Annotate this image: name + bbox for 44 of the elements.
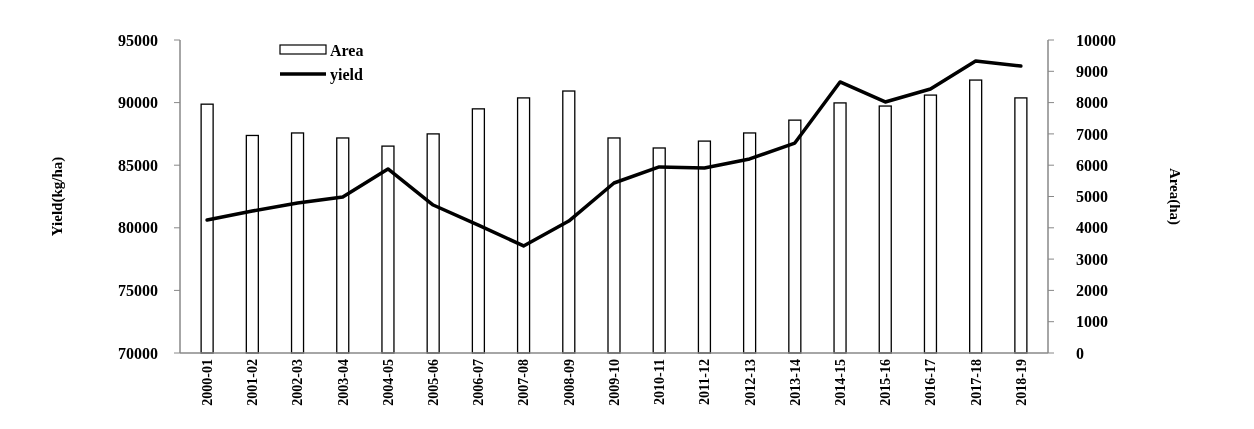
x-tick-label: 2003-04	[335, 359, 351, 406]
x-tick-label: 2007-08	[516, 359, 532, 406]
x-tick-label: 2015-16	[878, 359, 894, 406]
y-tick-label: 95000	[118, 31, 158, 49]
y2-axis-title: Area(ha)	[1166, 167, 1183, 226]
y-tick-label: 90000	[118, 94, 158, 112]
x-tick-label: 2006-07	[471, 359, 487, 406]
x-tick-label: 2000-01	[200, 359, 216, 406]
bar	[833, 102, 847, 354]
y2-tick-label: 3000	[1076, 250, 1108, 268]
x-tick-label: 2009-10	[606, 359, 622, 406]
y2-tick-label: 9000	[1076, 62, 1108, 80]
x-tick-label: 2018-19	[1013, 359, 1029, 406]
x-tick-label: 2005-06	[426, 359, 442, 406]
x-tick-label: 2010-11	[652, 359, 668, 405]
y2-tick-label: 6000	[1076, 156, 1108, 174]
legend-label: Area	[330, 41, 364, 59]
x-tick-label: 2008-09	[561, 359, 577, 406]
bar	[969, 79, 983, 354]
y2-tick-label: 8000	[1076, 94, 1108, 112]
y-tick-label: 85000	[118, 156, 158, 174]
y2-tick-label: 7000	[1076, 125, 1108, 143]
y2-tick-label: 1000	[1076, 313, 1108, 331]
y-tick-label: 80000	[118, 219, 158, 237]
y2-tick-label: 2000	[1076, 282, 1108, 299]
x-tick-label: 2002-03	[290, 359, 306, 406]
y2-tick-label: 5000	[1076, 188, 1108, 206]
y-axis-title: Yield(kg/ha)	[49, 156, 66, 237]
bar	[1014, 97, 1028, 354]
y2-tick-label: 10000	[1076, 31, 1116, 49]
y2-tick-label: 0	[1076, 344, 1084, 362]
y-tick-label: 75000	[118, 282, 158, 299]
x-tick-label: 2017-18	[968, 359, 984, 406]
x-tick-label: 2011-12	[697, 359, 713, 405]
x-tick-label: 2004-05	[380, 359, 396, 406]
x-tick-label: 2001-02	[245, 359, 261, 406]
y2-tick-label: 4000	[1076, 219, 1108, 237]
x-tick-label: 2012-13	[742, 359, 758, 406]
x-tick-label: 2014-15	[832, 359, 848, 406]
x-tick-label: 2013-14	[787, 359, 803, 406]
bar	[923, 94, 938, 354]
x-tick-label: 2016-17	[923, 359, 939, 406]
legend-label: yield	[330, 65, 363, 84]
y-tick-label: 70000	[118, 344, 158, 362]
